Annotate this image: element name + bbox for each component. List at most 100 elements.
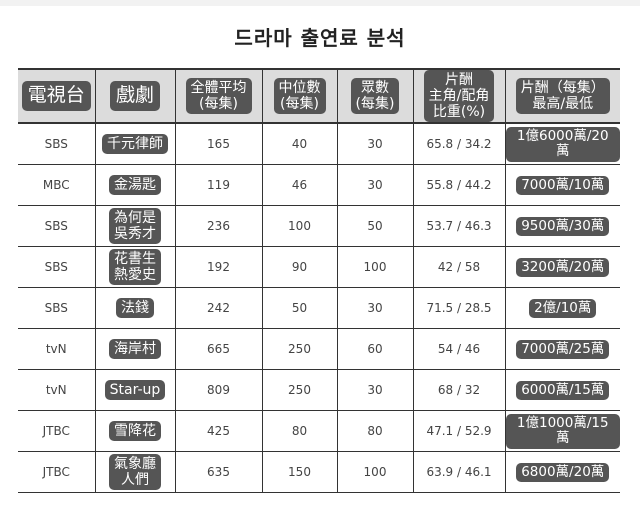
header-station: 電視台 bbox=[18, 67, 95, 125]
table-row: MBC 金湯匙 119 46 30 55.8 / 44.2 7000萬/10萬 bbox=[18, 164, 620, 207]
cell-drama: 海岸村 bbox=[94, 328, 175, 371]
header-pay: 片酬（每集） 最高/最低 bbox=[504, 67, 620, 125]
pay-label: 7000萬/25萬 bbox=[516, 339, 610, 360]
header-label: 眾數 (每集) bbox=[350, 78, 400, 115]
table-row: SBS 法錢 242 50 30 71.5 / 28.5 2億/10萬 bbox=[18, 287, 620, 330]
drama-label: 千元律師 bbox=[102, 134, 168, 155]
cell-pay: 2億/10萬 bbox=[504, 287, 620, 330]
pay-label: 1億6000萬/20萬 bbox=[505, 126, 620, 162]
table-row: SBS 千元律師 165 40 30 65.8 / 34.2 1億6000萬/20萬 bbox=[18, 123, 620, 166]
cell-pay: 7000萬/10萬 bbox=[504, 164, 620, 207]
cell-pay: 9500萬/30萬 bbox=[504, 205, 620, 248]
header-drama: 戲劇 bbox=[94, 67, 175, 125]
cell-median: 150 bbox=[261, 451, 337, 494]
drama-pay-table: 電視台 戲劇 全體平均 (每集) 中位數 (每集) 眾數 (每集) 片酬 主角/配角 比重(%) 片酬… bbox=[18, 67, 620, 494]
cell-station: JTBC bbox=[18, 451, 95, 494]
cell-pay: 7000萬/25萬 bbox=[504, 328, 620, 371]
cell-mode: 80 bbox=[336, 410, 413, 453]
drama-label: 海岸村 bbox=[109, 339, 161, 360]
table-row: tvN Star-up 809 250 30 68 / 32 6000萬/15萬 bbox=[18, 369, 620, 412]
cell-drama: 金湯匙 bbox=[94, 164, 175, 207]
cell-avg: 119 bbox=[174, 164, 262, 207]
cell-avg: 425 bbox=[174, 410, 262, 453]
cell-drama: 為何是 吳秀才 bbox=[94, 205, 175, 248]
cell-drama: 雪降花 bbox=[94, 410, 175, 453]
pay-label: 1億1000萬/15萬 bbox=[505, 413, 620, 449]
cell-mode: 50 bbox=[336, 205, 413, 248]
drama-label: 氣象廳 人們 bbox=[109, 454, 161, 491]
cell-station: MBC bbox=[18, 164, 95, 207]
cell-median: 50 bbox=[261, 287, 337, 330]
cell-ratio: 42 / 58 bbox=[412, 246, 505, 289]
cell-drama: 花書生 熱愛史 bbox=[94, 246, 175, 289]
cell-avg: 242 bbox=[174, 287, 262, 330]
table-row: JTBC 氣象廳 人們 635 150 100 63.9 / 46.1 6800萬/20萬 bbox=[18, 451, 620, 494]
table-row: SBS 為何是 吳秀才 236 100 50 53.7 / 46.3 9500萬/30萬 bbox=[18, 205, 620, 248]
drama-label: 金湯匙 bbox=[109, 175, 161, 196]
cell-median: 90 bbox=[261, 246, 337, 289]
cell-ratio: 63.9 / 46.1 bbox=[412, 451, 505, 494]
drama-label: Star-up bbox=[104, 380, 166, 401]
pay-label: 9500萬/30萬 bbox=[516, 216, 610, 237]
cell-pay: 6800萬/20萬 bbox=[504, 451, 620, 494]
cell-ratio: 68 / 32 bbox=[412, 369, 505, 412]
header-label: 電視台 bbox=[21, 81, 91, 112]
cell-station: SBS bbox=[18, 287, 95, 330]
cell-avg: 165 bbox=[174, 123, 262, 166]
cell-avg: 635 bbox=[174, 451, 262, 494]
cell-drama: 法錢 bbox=[94, 287, 175, 330]
cell-mode: 30 bbox=[336, 164, 413, 207]
table-row: tvN 海岸村 665 250 60 54 / 46 7000萬/25萬 bbox=[18, 328, 620, 371]
cell-pay: 1億6000萬/20萬 bbox=[504, 123, 620, 166]
cell-median: 46 bbox=[261, 164, 337, 207]
cell-mode: 60 bbox=[336, 328, 413, 371]
header-label: 全體平均 (每集) bbox=[185, 78, 252, 115]
cell-station: tvN bbox=[18, 328, 95, 371]
cell-station: tvN bbox=[18, 369, 95, 412]
pay-label: 6800萬/20萬 bbox=[516, 462, 610, 483]
cell-station: SBS bbox=[18, 205, 95, 248]
cell-mode: 30 bbox=[336, 287, 413, 330]
cell-station: SBS bbox=[18, 246, 95, 289]
cell-mode: 30 bbox=[336, 369, 413, 412]
pay-label: 6000萬/15萬 bbox=[516, 380, 610, 401]
drama-label: 雪降花 bbox=[109, 421, 161, 442]
header-label: 片酬（每集） 最高/最低 bbox=[515, 78, 610, 115]
cell-mode: 100 bbox=[336, 246, 413, 289]
cell-drama: 千元律師 bbox=[94, 123, 175, 166]
header-label: 片酬 主角/配角 比重(%) bbox=[423, 70, 495, 123]
cell-drama: Star-up bbox=[94, 369, 175, 412]
cell-pay: 1億1000萬/15萬 bbox=[504, 410, 620, 453]
cell-avg: 809 bbox=[174, 369, 262, 412]
cell-ratio: 55.8 / 44.2 bbox=[412, 164, 505, 207]
cell-mode: 100 bbox=[336, 451, 413, 494]
cell-median: 250 bbox=[261, 369, 337, 412]
cell-station: SBS bbox=[18, 123, 95, 166]
table-row: JTBC 雪降花 425 80 80 47.1 / 52.9 1億1000萬/15萬 bbox=[18, 410, 620, 453]
page-title: 드라마 출연료 분석 bbox=[234, 26, 406, 50]
header-median: 中位數 (每集) bbox=[261, 67, 337, 125]
pay-label: 3200萬/20萬 bbox=[516, 257, 610, 278]
cell-avg: 236 bbox=[174, 205, 262, 248]
cell-avg: 192 bbox=[174, 246, 262, 289]
cell-ratio: 54 / 46 bbox=[412, 328, 505, 371]
top-bar bbox=[0, 0, 640, 6]
header-ratio: 片酬 主角/配角 比重(%) bbox=[412, 67, 505, 125]
drama-label: 為何是 吳秀才 bbox=[109, 208, 161, 245]
cell-median: 80 bbox=[261, 410, 337, 453]
cell-median: 40 bbox=[261, 123, 337, 166]
table-row: SBS 花書生 熱愛史 192 90 100 42 / 58 3200萬/20萬 bbox=[18, 246, 620, 289]
cell-pay: 3200萬/20萬 bbox=[504, 246, 620, 289]
pay-label: 7000萬/10萬 bbox=[516, 175, 610, 196]
header-mode: 眾數 (每集) bbox=[336, 67, 413, 125]
cell-ratio: 53.7 / 46.3 bbox=[412, 205, 505, 248]
header-row: 電視台 戲劇 全體平均 (每集) 中位數 (每集) 眾數 (每集) 片酬 主角/配角 比重(%) 片酬… bbox=[18, 67, 620, 125]
drama-label: 法錢 bbox=[116, 298, 154, 319]
cell-median: 100 bbox=[261, 205, 337, 248]
cell-avg: 665 bbox=[174, 328, 262, 371]
cell-mode: 30 bbox=[336, 123, 413, 166]
header-label: 戲劇 bbox=[109, 81, 160, 112]
cell-drama: 氣象廳 人們 bbox=[94, 451, 175, 494]
pay-label: 2億/10萬 bbox=[529, 298, 597, 319]
cell-median: 250 bbox=[261, 328, 337, 371]
